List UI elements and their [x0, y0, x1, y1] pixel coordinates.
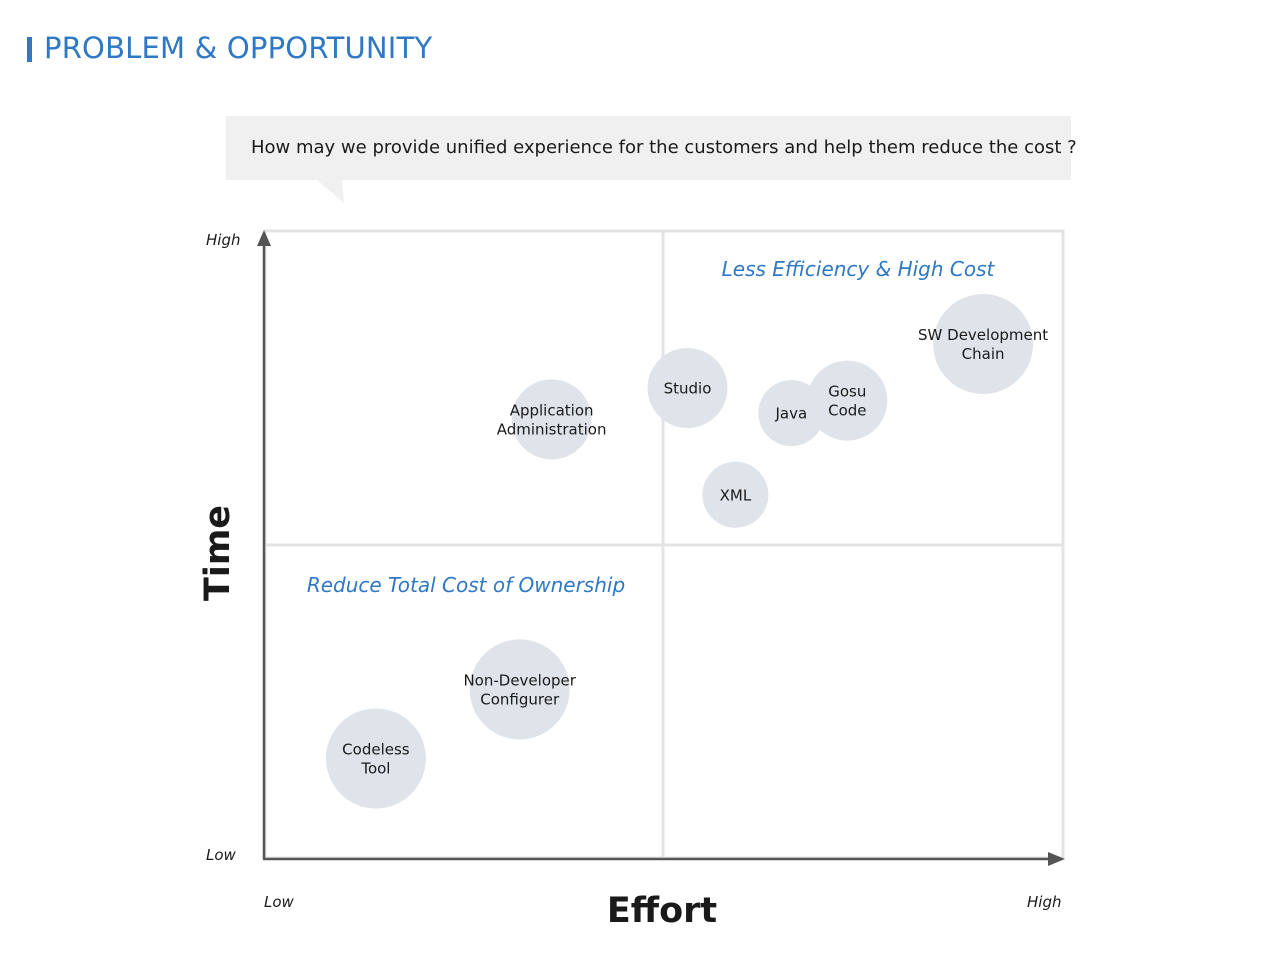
bubble-label: Studio — [664, 380, 712, 398]
axes — [257, 230, 1065, 866]
quadrant-label-top-right: Less Efficiency & High Cost — [722, 257, 996, 281]
bubble-circle — [511, 379, 592, 460]
bubble-label: Codeless — [342, 741, 410, 759]
question-text: How may we provide unified experience fo… — [251, 137, 1077, 158]
y-axis-high-label: High — [206, 231, 240, 249]
bubble-label: Chain — [962, 345, 1005, 363]
bubble-label: XML — [720, 486, 752, 504]
x-axis-arrow — [1048, 852, 1065, 866]
bubble-label: SW Development — [918, 326, 1048, 344]
bubble-circle — [325, 708, 426, 809]
bubble-label: Java — [774, 405, 807, 423]
bubble-label: Administration — [497, 420, 607, 438]
y-axis-arrow — [257, 230, 271, 246]
bubble-label: Gosu — [828, 383, 866, 401]
bubble-label: Non-Developer — [463, 671, 576, 689]
y-axis-title: Time — [198, 505, 238, 601]
page-title: PROBLEM & OPPORTUNITY — [44, 31, 433, 65]
title-accent-bar — [27, 37, 32, 62]
x-axis-title: Effort — [607, 891, 717, 931]
x-axis-low-label: Low — [264, 893, 295, 911]
bubble-circle — [807, 360, 888, 441]
callout-tail — [316, 179, 344, 203]
bubble-label: Application — [510, 401, 594, 419]
bubble-label: Configurer — [480, 690, 560, 708]
bubble-circle — [647, 348, 728, 428]
bubble-circle — [933, 294, 1034, 394]
y-axis-low-label: Low — [206, 846, 237, 864]
x-axis-high-label: High — [1027, 893, 1061, 911]
bubble-circle — [469, 639, 570, 740]
bubble-label: Code — [828, 402, 866, 420]
bubble-label: Tool — [360, 760, 390, 778]
bubble-xml: XML — [702, 461, 769, 528]
bubbles-group: ApplicationAdministrationStudioJavaGosuC… — [325, 294, 1048, 809]
bubble-studio: Studio — [647, 348, 728, 428]
quadrant-label-bottom-left: Reduce Total Cost of Ownership — [307, 573, 625, 597]
question-callout: How may we provide unified experience fo… — [226, 116, 1077, 180]
bubble-circle — [702, 461, 769, 528]
